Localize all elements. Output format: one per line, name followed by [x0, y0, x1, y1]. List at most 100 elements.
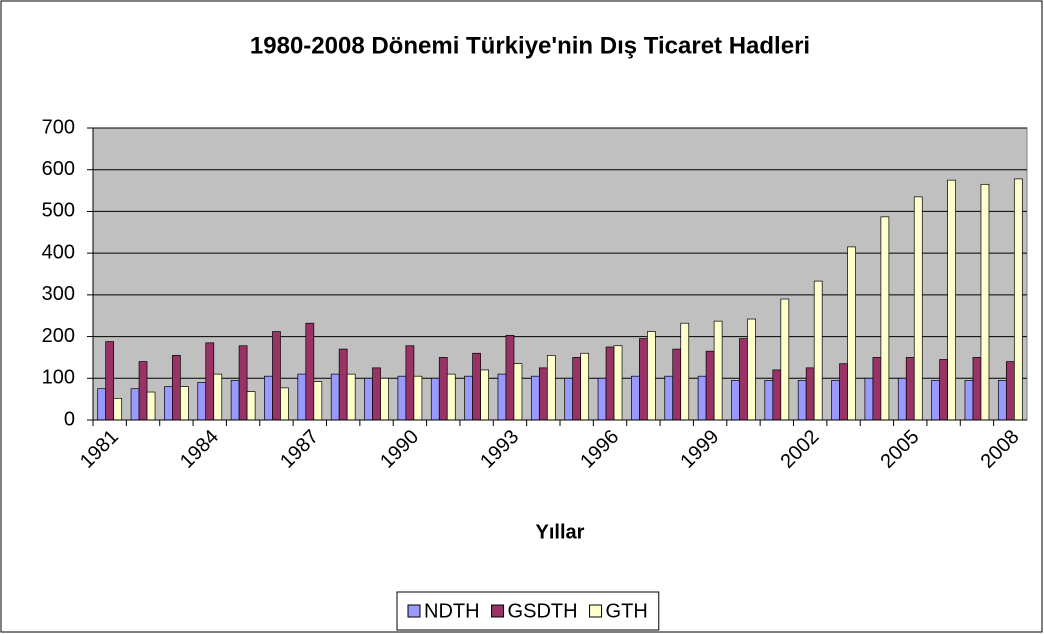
bar	[931, 380, 940, 421]
bar	[772, 369, 782, 421]
bar	[113, 397, 123, 421]
legend-label: NDTH	[424, 600, 480, 622]
bar	[631, 375, 640, 421]
bar	[947, 179, 956, 421]
bar	[505, 334, 515, 421]
bar	[864, 377, 874, 421]
y-tick-label: 0	[64, 408, 75, 430]
bar	[739, 338, 748, 421]
bar	[672, 348, 682, 421]
bar	[146, 391, 156, 421]
bar	[246, 391, 256, 421]
bar	[313, 381, 323, 421]
bar	[346, 373, 356, 421]
bar	[764, 380, 774, 421]
bar	[180, 386, 189, 421]
chart-title: 1980-2008 Dönemi Türkiye'nin Dış Ticaret…	[250, 32, 810, 59]
bar	[813, 280, 823, 421]
bar	[405, 345, 415, 421]
bar	[664, 375, 674, 421]
y-tick-label: 200	[42, 325, 75, 347]
bar	[872, 357, 882, 421]
x-axis-title: Yıllar	[536, 521, 585, 543]
bar	[980, 183, 990, 421]
bar	[680, 322, 690, 421]
bar	[164, 386, 173, 421]
y-tick-label: 500	[42, 200, 75, 222]
bar	[130, 388, 140, 421]
bar	[847, 246, 856, 421]
bar	[697, 375, 707, 421]
bar	[572, 357, 582, 421]
bar	[747, 318, 756, 421]
bar	[464, 375, 473, 421]
bar	[272, 331, 281, 421]
bar	[939, 359, 948, 421]
bar	[105, 341, 115, 421]
y-tick-label: 700	[42, 116, 75, 138]
bar	[446, 373, 456, 421]
bar	[430, 377, 440, 421]
bar	[472, 352, 481, 421]
bar	[580, 352, 590, 421]
bar	[330, 373, 340, 421]
legend-border	[396, 591, 660, 631]
bar	[897, 377, 907, 421]
bar	[413, 375, 423, 421]
bar	[513, 363, 523, 421]
bar	[530, 375, 540, 421]
bar	[613, 345, 623, 421]
bar	[497, 373, 507, 421]
bar	[913, 196, 923, 421]
bar	[305, 322, 315, 421]
legend-swatch	[491, 604, 505, 618]
y-tick-label: 100	[42, 367, 75, 389]
bar	[905, 357, 915, 421]
bar	[831, 380, 840, 421]
bar	[213, 373, 223, 421]
bar	[780, 298, 790, 421]
bar	[138, 361, 148, 421]
legend: NDTH GSDTH GTH	[396, 591, 660, 631]
bar	[205, 342, 215, 421]
bar	[639, 338, 648, 421]
bar	[797, 380, 807, 421]
bar	[605, 346, 615, 421]
bar	[972, 357, 982, 421]
bar	[338, 348, 348, 421]
bar	[364, 377, 373, 421]
bar	[705, 350, 715, 421]
bar	[238, 345, 248, 421]
bar	[480, 369, 489, 421]
bar	[97, 388, 107, 421]
bar	[172, 354, 181, 421]
bar	[564, 377, 574, 421]
bar	[230, 380, 240, 421]
bar	[546, 354, 556, 421]
bar	[997, 380, 1007, 421]
legend-swatch	[589, 604, 603, 618]
bar	[647, 331, 656, 421]
legend-label: GSDTH	[508, 600, 578, 622]
bar	[197, 382, 207, 421]
bar	[964, 380, 974, 421]
bar	[538, 367, 548, 421]
bar	[372, 367, 381, 421]
legend-swatch	[407, 604, 421, 618]
y-tick-label: 300	[42, 283, 75, 305]
y-tick-label: 600	[42, 158, 75, 180]
bar	[1005, 361, 1015, 421]
bar	[438, 357, 448, 421]
bar	[597, 377, 607, 421]
bar	[264, 375, 273, 421]
bar	[805, 367, 815, 421]
plot-area	[92, 127, 1028, 421]
bar	[297, 373, 307, 421]
bar	[280, 387, 289, 421]
bar	[880, 216, 890, 421]
bar	[397, 375, 407, 421]
bar	[1013, 178, 1023, 421]
legend-label: GTH	[606, 600, 648, 622]
y-tick-label: 400	[42, 241, 75, 263]
